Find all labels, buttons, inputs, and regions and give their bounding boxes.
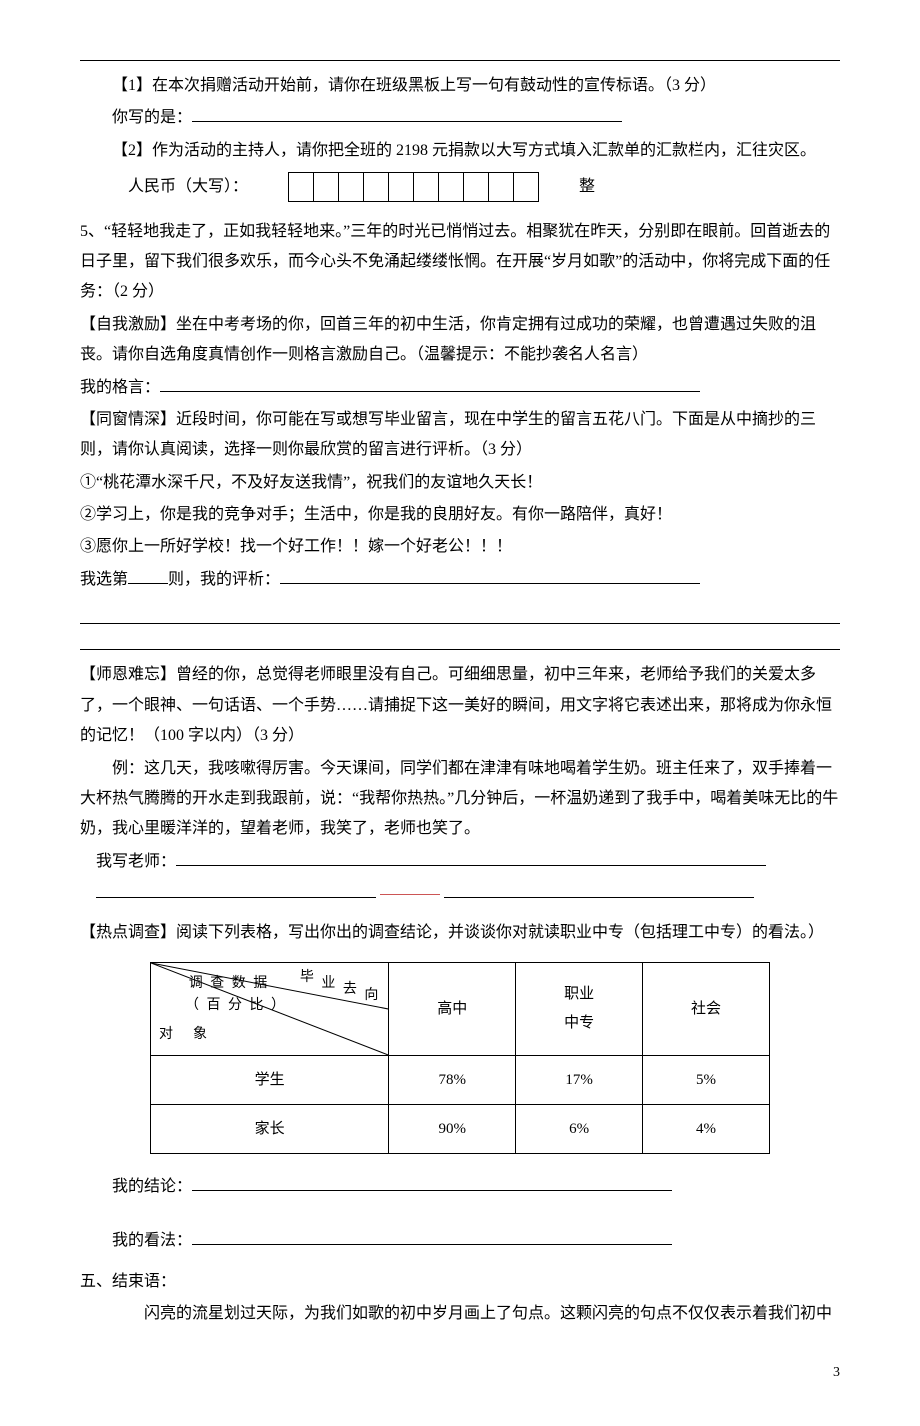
rmb-cell[interactable] (464, 173, 489, 201)
cell: 78% (389, 1055, 516, 1104)
table-row: 毕 业 去 向 调 查 数 据 （ 百 分 比 ） 对 象 高中 职业 中专 社… (151, 962, 770, 1055)
blank-full-line[interactable] (80, 624, 840, 651)
diag-left-line: 调 查 数 据 (159, 973, 299, 995)
q5-teacher-write: 我写老师： (80, 847, 840, 877)
rmb-boxes[interactable] (288, 172, 539, 202)
cell: 4% (643, 1104, 770, 1153)
page-number: 3 (80, 1360, 840, 1387)
faint-row (80, 879, 840, 909)
rmb-cell[interactable] (489, 173, 514, 201)
col-header: 高中 (389, 962, 516, 1055)
blank-line[interactable] (160, 375, 700, 392)
closing-heading: 五、结束语： (80, 1267, 840, 1297)
top-rule (80, 60, 840, 61)
view-label: 我的看法： (112, 1232, 192, 1249)
rmb-cell[interactable] (314, 173, 339, 201)
q5-opt3: ③愿你上一所好学校！找一个好工作！！嫁一个好老公！！！ (80, 532, 840, 562)
diag-top-char: 业 (321, 976, 337, 991)
q5-intro: 5、“轻轻地我走了，正如我轻轻地来。”三年的时光已悄悄过去。相聚犹在昨天，分别即… (80, 217, 840, 308)
choose-prefix: 我选第 (80, 571, 128, 588)
conclusion-label: 我的结论： (112, 1178, 192, 1195)
q5-self-title: 【自我激励】坐在中考考场的你，回首三年的初中生活，你肯定拥有过成功的荣耀，也曾遭… (80, 310, 840, 371)
col-header: 职业 中专 (516, 962, 643, 1055)
q4-part1-label: 你写的是： (112, 109, 192, 126)
col-header: 社会 (643, 962, 770, 1055)
diag-header-cell: 毕 业 去 向 调 查 数 据 （ 百 分 比 ） 对 象 (151, 962, 389, 1055)
rmb-cell[interactable] (339, 173, 364, 201)
blank-line[interactable] (280, 567, 700, 584)
row-label: 学生 (151, 1055, 389, 1104)
choose-blank[interactable] (128, 567, 168, 584)
diag-left: 调 查 数 据 （ 百 分 比 ） (159, 973, 299, 1018)
q5-choose: 我选第 则，我的评析： (80, 565, 840, 595)
conclusion-line: 我的结论： (112, 1172, 840, 1202)
rmb-label: 人民币（大写）： (128, 172, 248, 202)
cell: 90% (389, 1104, 516, 1153)
diag-left-line: （ 百 分 比 ） (159, 995, 299, 1017)
motto-label: 我的格言： (80, 379, 160, 396)
teacher-label: 我写老师： (96, 853, 176, 870)
blank-line[interactable] (444, 881, 754, 898)
rmb-row: 人民币（大写）： 整 (80, 172, 840, 202)
rmb-tail: 整 (579, 172, 595, 202)
cell: 6% (516, 1104, 643, 1153)
blank-line[interactable] (192, 1174, 672, 1191)
q5-opt1: ①“桃花潭水深千尺，不及好友送我情”，祝我们的友谊地久天长！ (80, 468, 840, 498)
q4-part1: 【1】在本次捐赠活动开始前，请你在班级黑板上写一句有鼓动性的宣传标语。（3 分） (80, 71, 840, 101)
blank-line[interactable] (192, 1228, 672, 1245)
rmb-cell[interactable] (389, 173, 414, 201)
table-row: 家长 90% 6% 4% (151, 1104, 770, 1153)
q5-teacher-example: 例：这几天，我咳嗽得厉害。今天课间，同学们都在津津有味地喝着学生奶。班主任来了，… (80, 754, 840, 845)
diag-top: 毕 业 去 向 (300, 969, 381, 987)
cell: 5% (643, 1055, 770, 1104)
blank-line[interactable] (176, 849, 766, 866)
cell: 17% (516, 1055, 643, 1104)
rmb-cell[interactable] (414, 173, 439, 201)
choose-mid: 则，我的评析： (168, 571, 280, 588)
diag-top-char: 向 (364, 988, 380, 1003)
q5-motto: 我的格言： (80, 373, 840, 403)
q5-survey-title: 【热点调查】阅读下列表格，写出你出的调查结论，并谈谈你对就读职业中专（包括理工中… (80, 918, 840, 948)
blank-line[interactable] (96, 881, 376, 898)
table-row: 学生 78% 17% 5% (151, 1055, 770, 1104)
diag-top-char: 去 (343, 982, 359, 997)
q5-peer-title: 【同窗情深】近段时间，你可能在写或想写毕业留言，现在中学生的留言五花八门。下面是… (80, 405, 840, 466)
diag-bottom: 对 象 (159, 1022, 210, 1049)
row-label: 家长 (151, 1104, 389, 1153)
survey-table: 毕 业 去 向 调 查 数 据 （ 百 分 比 ） 对 象 高中 职业 中专 社… (150, 962, 770, 1154)
q5-teacher-title: 【师恩难忘】曾经的你，总觉得老师眼里没有自己。可细细思量，初中三年来，老师给予我… (80, 660, 840, 751)
rmb-cell[interactable] (439, 173, 464, 201)
q5-opt2: ②学习上，你是我的竞争对手；生活中，你是我的良朋好友。有你一路陪伴，真好！ (80, 500, 840, 530)
q4-part1-answer: 你写的是： (80, 103, 840, 133)
blank-line[interactable] (192, 105, 622, 122)
rmb-cell[interactable] (289, 173, 314, 201)
rmb-cell[interactable] (364, 173, 389, 201)
rmb-cell[interactable] (514, 173, 538, 201)
blank-full-line[interactable] (80, 597, 840, 624)
q4-part2: 【2】作为活动的主持人，请你把全班的 2198 元捐款以大写方式填入汇款单的汇款… (80, 136, 840, 166)
diag-top-char: 毕 (300, 970, 316, 985)
closing-body: 闪亮的流星划过天际，为我们如歌的初中岁月画上了句点。这颗闪亮的句点不仅仅表示着我… (80, 1299, 840, 1329)
faint-dash-icon (380, 894, 440, 895)
view-line: 我的看法： (112, 1226, 840, 1256)
